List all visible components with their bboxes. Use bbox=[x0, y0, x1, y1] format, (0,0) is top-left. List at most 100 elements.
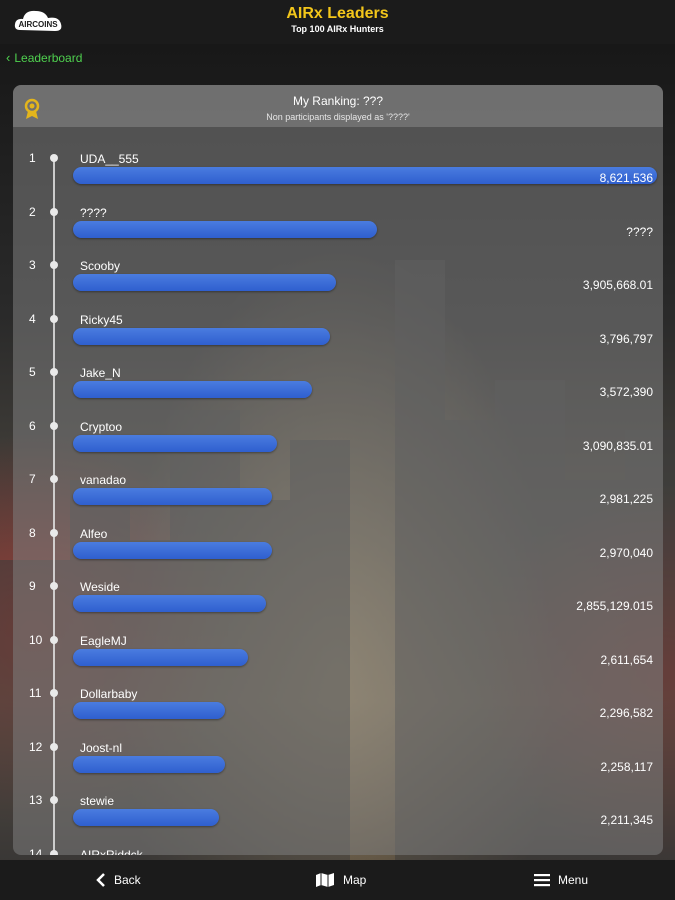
menu-button[interactable]: Menu bbox=[534, 860, 588, 900]
timeline-dot bbox=[50, 689, 58, 697]
hamburger-menu-icon bbox=[534, 874, 550, 887]
timeline-dot bbox=[50, 582, 58, 590]
rank-number: 5 bbox=[29, 365, 36, 379]
score-value: 2,970,040 bbox=[599, 545, 653, 560]
rank-number: 9 bbox=[29, 579, 36, 593]
leader-row[interactable]: 6 Cryptoo 3,090,835.01 bbox=[13, 419, 663, 473]
score-value: 3,905,668.01 bbox=[582, 278, 653, 292]
timeline-dot bbox=[50, 528, 58, 537]
score-bar bbox=[73, 595, 266, 612]
leaderboard-back-link[interactable]: ‹ Leaderboard bbox=[6, 50, 82, 65]
map-icon bbox=[316, 873, 334, 887]
timeline-dot bbox=[50, 207, 58, 216]
back-button-label: Back bbox=[114, 873, 141, 887]
rank-number: 13 bbox=[29, 793, 43, 807]
leader-row[interactable]: 3 Scooby 3,905,668.01 bbox=[13, 258, 663, 312]
score-value: 2,611,654 bbox=[600, 652, 654, 667]
score-value: 3,796,797 bbox=[599, 331, 653, 346]
menu-button-label: Menu bbox=[558, 873, 589, 887]
leader-row[interactable]: 12 Joost-nl 2,258,117 bbox=[13, 740, 663, 794]
chevron-left-icon: ‹ bbox=[6, 50, 11, 65]
leader-row[interactable]: 13 stewie 2,211,345 bbox=[13, 793, 663, 847]
leader-row[interactable]: 9 Weside 2,855,129.015 bbox=[13, 579, 663, 633]
leader-name: Jake_N bbox=[80, 366, 121, 380]
ranking-header: My Ranking: ??? Non participants display… bbox=[13, 85, 663, 127]
timeline-dot bbox=[50, 421, 58, 430]
leaderboard-panel[interactable]: My Ranking: ??? Non participants display… bbox=[13, 85, 663, 855]
score-bar bbox=[73, 327, 330, 345]
timeline-dot bbox=[50, 742, 58, 751]
leader-name: Ricky45 bbox=[80, 312, 123, 327]
rank-number: 1 bbox=[29, 151, 36, 165]
leader-row[interactable]: 11 Dollarbaby 2,296,582 bbox=[13, 686, 663, 740]
rank-number: 6 bbox=[29, 418, 36, 433]
leader-name: EagleMJ bbox=[80, 633, 127, 648]
rank-number: 2 bbox=[29, 204, 36, 219]
my-ranking: My Ranking: ??? bbox=[292, 94, 384, 108]
score-value: ???? bbox=[626, 224, 653, 239]
leader-name: Cryptoo bbox=[80, 419, 123, 434]
chevron-left-icon bbox=[96, 873, 105, 887]
timeline-dot bbox=[50, 261, 58, 269]
timeline-dot bbox=[50, 314, 58, 323]
score-bar bbox=[73, 648, 248, 666]
timeline-dot bbox=[50, 368, 58, 376]
timeline-dot bbox=[50, 475, 58, 483]
leader-name: vanadao bbox=[80, 473, 127, 487]
leader-row[interactable]: 2???????? bbox=[13, 205, 663, 259]
score-value: 2,296,582 bbox=[599, 706, 653, 720]
score-bar bbox=[73, 755, 225, 773]
score-bar bbox=[73, 434, 277, 452]
leader-row[interactable]: 14 AIRxRiddck bbox=[13, 846, 663, 856]
score-value: 2,855,129.015 bbox=[576, 599, 653, 613]
score-value: 2,981,225 bbox=[599, 492, 653, 506]
leader-row[interactable]: 4 Ricky45 3,796,797 bbox=[13, 312, 663, 366]
leader-name: UDA__555 bbox=[80, 152, 139, 166]
svg-text:AIRCOINS: AIRCOINS bbox=[18, 20, 58, 29]
score-value: 2,258,117 bbox=[600, 759, 654, 774]
page-subtitle: Top 100 AIRx Hunters bbox=[291, 24, 384, 34]
leader-row[interactable]: 5 Jake_N 3,572,390 bbox=[13, 365, 663, 419]
page-title: AIRx Leaders bbox=[286, 5, 389, 22]
leader-name: Scooby bbox=[80, 259, 121, 273]
rank-number: 10 bbox=[29, 632, 43, 647]
back-button[interactable]: Back bbox=[96, 860, 141, 900]
top-bar: AIRCOINS AIRx Leaders Top 100 AIRx Hunte… bbox=[0, 0, 675, 44]
score-value: 3,090,835.01 bbox=[582, 438, 653, 453]
leaderboard-link-label: Leaderboard bbox=[14, 50, 83, 65]
rank-number: 11 bbox=[29, 686, 42, 700]
leader-name: Dollarbaby bbox=[80, 687, 138, 701]
award-ribbon-icon bbox=[24, 98, 40, 119]
score-bar bbox=[73, 809, 219, 826]
score-bar bbox=[73, 167, 657, 184]
leader-row[interactable]: 8 Alfeo 2,970,040 bbox=[13, 526, 663, 580]
map-button[interactable]: Map bbox=[315, 860, 366, 900]
leader-row[interactable]: 10 EagleMJ 2,611,654 bbox=[13, 633, 663, 687]
leader-row[interactable]: 7 vanadao 2,981,225 bbox=[13, 472, 663, 526]
rank-number: 4 bbox=[29, 311, 36, 326]
non-participants-note: Non participants displayed as '????' bbox=[266, 112, 410, 122]
leader-name: Alfeo bbox=[80, 526, 108, 541]
leader-name: AIRxRiddck bbox=[80, 847, 143, 856]
score-bar bbox=[73, 220, 377, 238]
timeline-dot bbox=[50, 154, 58, 162]
score-value: 8,621,536 bbox=[599, 171, 653, 185]
leader-name: Weside bbox=[80, 580, 120, 594]
timeline-dot bbox=[50, 796, 58, 804]
score-value: 3,572,390 bbox=[599, 385, 653, 399]
bottom-nav: Back Map Menu bbox=[0, 860, 675, 900]
leader-row[interactable]: 1 UDA__555 8,621,536 bbox=[13, 151, 663, 205]
rank-number: 8 bbox=[29, 525, 36, 540]
score-bar bbox=[73, 381, 312, 398]
leader-name: stewie bbox=[80, 794, 115, 808]
rank-number: 3 bbox=[29, 258, 36, 272]
leader-name: Joost-nl bbox=[80, 740, 123, 755]
score-bar bbox=[73, 274, 336, 291]
rank-number: 14 bbox=[29, 846, 43, 856]
score-value: 2,211,345 bbox=[600, 813, 654, 827]
leader-name: ???? bbox=[80, 205, 107, 220]
score-bar bbox=[73, 541, 272, 559]
rank-number: 7 bbox=[29, 472, 36, 486]
score-bar bbox=[73, 488, 272, 505]
aircoins-logo-icon: AIRCOINS bbox=[14, 10, 62, 31]
